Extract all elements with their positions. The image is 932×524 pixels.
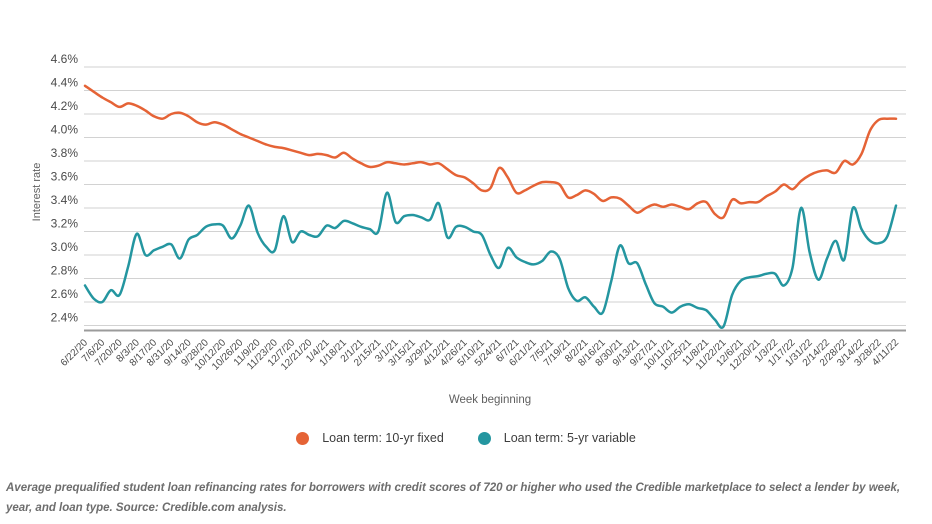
legend-swatch-10yr-fixed-icon: [296, 431, 310, 445]
y-tick-label: 4.6%: [51, 52, 79, 66]
y-tick-label: 4.0%: [51, 123, 79, 137]
y-tick-label: 3.2%: [51, 217, 79, 231]
y-tick-label: 4.2%: [51, 99, 79, 113]
y-tick-label: 2.6%: [51, 287, 79, 301]
y-axis-title: Interest rate: [31, 163, 43, 222]
legend-label-5yr-variable: Loan term: 5-yr variable: [503, 431, 636, 445]
legend-item-5yr-variable: Loan term: 5-yr variable: [477, 431, 636, 445]
legend-swatch-5yr-variable-icon: [477, 431, 491, 445]
y-tick-label: 4.4%: [51, 76, 79, 90]
legend-label-10yr-fixed: Loan term: 10-yr fixed: [322, 431, 444, 445]
series-line-5yr-variable: [83, 191, 898, 329]
chart-canvas: 4.6% 4.4% 4.2% 4.0% 3.8% 3.6% 3.4% 3.2% 3.0% 2.8%…: [31, 52, 906, 406]
y-tick-label: 3.4%: [51, 193, 79, 207]
y-tick-label: 3.0%: [51, 240, 79, 254]
series-line-10yr-fixed: [83, 84, 898, 220]
y-tick-label: 2.8%: [51, 264, 79, 278]
series-lines: [83, 84, 898, 329]
y-tick-label: 3.8%: [51, 146, 79, 160]
y-tick-label: 3.6%: [51, 170, 79, 184]
chart-caption: Average prequalified student loan refina…: [6, 482, 901, 514]
legend-item-10yr-fixed: Loan term: 10-yr fixed: [296, 431, 444, 445]
x-axis-title: Week beginning: [449, 394, 531, 406]
y-axis-tick-labels: 4.6% 4.4% 4.2% 4.0% 3.8% 3.6% 3.4% 3.2% 3.0% 2.8%…: [51, 52, 79, 325]
y-tick-label: 2.4%: [51, 311, 79, 325]
x-axis-tick-labels: 6/22/207/6/207/20/208/3/208/17/208/31/20…: [59, 337, 902, 373]
rate-line-chart: 4.6% 4.4% 4.2% 4.0% 3.8% 3.6% 3.4% 3.2% 3.0% 2.8%…: [31, 52, 906, 406]
chart-legend: Loan term: 10-yr fixed Loan term: 5-yr v…: [0, 427, 932, 449]
gridlines: [84, 66, 906, 332]
